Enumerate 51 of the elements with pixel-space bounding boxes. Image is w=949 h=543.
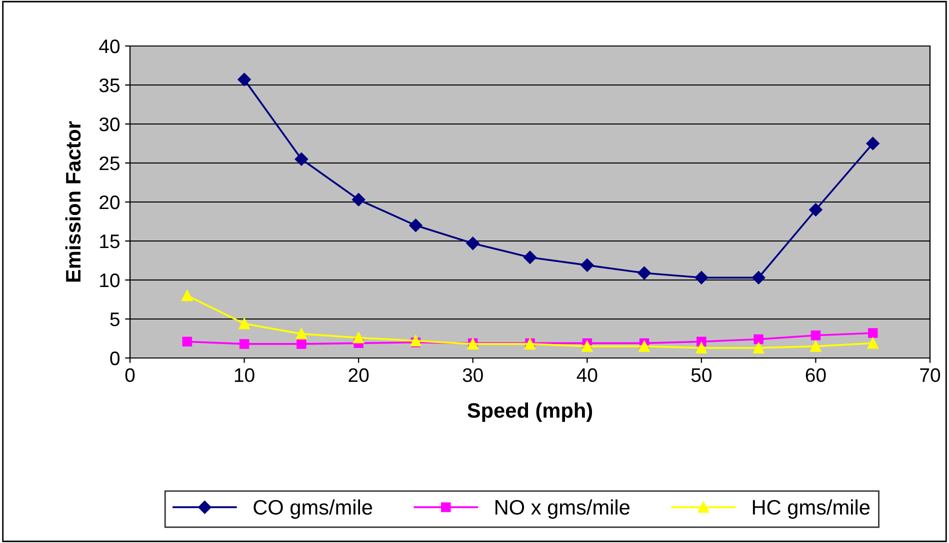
point bbox=[638, 340, 650, 352]
x-tick-label: 30 bbox=[462, 368, 483, 382]
point bbox=[696, 342, 707, 354]
point bbox=[182, 336, 192, 346]
point bbox=[866, 136, 880, 150]
point bbox=[582, 340, 593, 352]
legend-label: HC gms/mile bbox=[752, 499, 870, 519]
y-tick-label: 30 bbox=[99, 117, 120, 132]
point bbox=[523, 250, 537, 264]
x-tick-label: 20 bbox=[348, 368, 369, 382]
y-tick-label: 15 bbox=[100, 234, 120, 248]
point bbox=[410, 335, 422, 346]
point bbox=[809, 203, 822, 216]
point bbox=[238, 72, 251, 86]
x-tick-label: 70 bbox=[920, 368, 940, 382]
x-tick-label: 0 bbox=[125, 368, 135, 382]
y-axis-title: Emission Factor bbox=[65, 121, 81, 282]
point bbox=[754, 334, 764, 344]
point bbox=[409, 218, 422, 232]
point bbox=[810, 340, 822, 352]
legend-label: NO x gms/mile bbox=[496, 499, 630, 519]
point bbox=[239, 339, 250, 349]
point bbox=[753, 342, 764, 354]
x-tick-label: 60 bbox=[806, 368, 826, 382]
x-tick-label: 10 bbox=[234, 368, 254, 382]
y-tick-label: 35 bbox=[99, 78, 120, 92]
x-tick-label: 40 bbox=[576, 368, 598, 382]
y-tick-label: 20 bbox=[100, 195, 120, 210]
point bbox=[868, 328, 878, 338]
point bbox=[352, 193, 366, 206]
point bbox=[182, 290, 193, 302]
point bbox=[353, 332, 364, 344]
point bbox=[867, 338, 878, 349]
point bbox=[752, 271, 766, 284]
point bbox=[466, 236, 480, 250]
y-tick-label: 0 bbox=[110, 351, 120, 366]
y-tick-label: 10 bbox=[100, 273, 120, 288]
point bbox=[810, 330, 821, 340]
point bbox=[296, 339, 306, 349]
point bbox=[694, 271, 708, 284]
point bbox=[238, 318, 250, 330]
y-tick-label: 5 bbox=[110, 312, 120, 326]
point bbox=[580, 258, 594, 272]
point bbox=[296, 328, 307, 340]
legend-label: CO gms/mile bbox=[254, 499, 372, 519]
point bbox=[294, 152, 308, 166]
y-tick-label: 25 bbox=[100, 156, 120, 170]
x-axis-title: Speed (mph) bbox=[468, 402, 592, 422]
x-tick-label: 50 bbox=[691, 368, 712, 382]
point bbox=[638, 266, 651, 280]
y-tick-label: 40 bbox=[99, 39, 120, 54]
